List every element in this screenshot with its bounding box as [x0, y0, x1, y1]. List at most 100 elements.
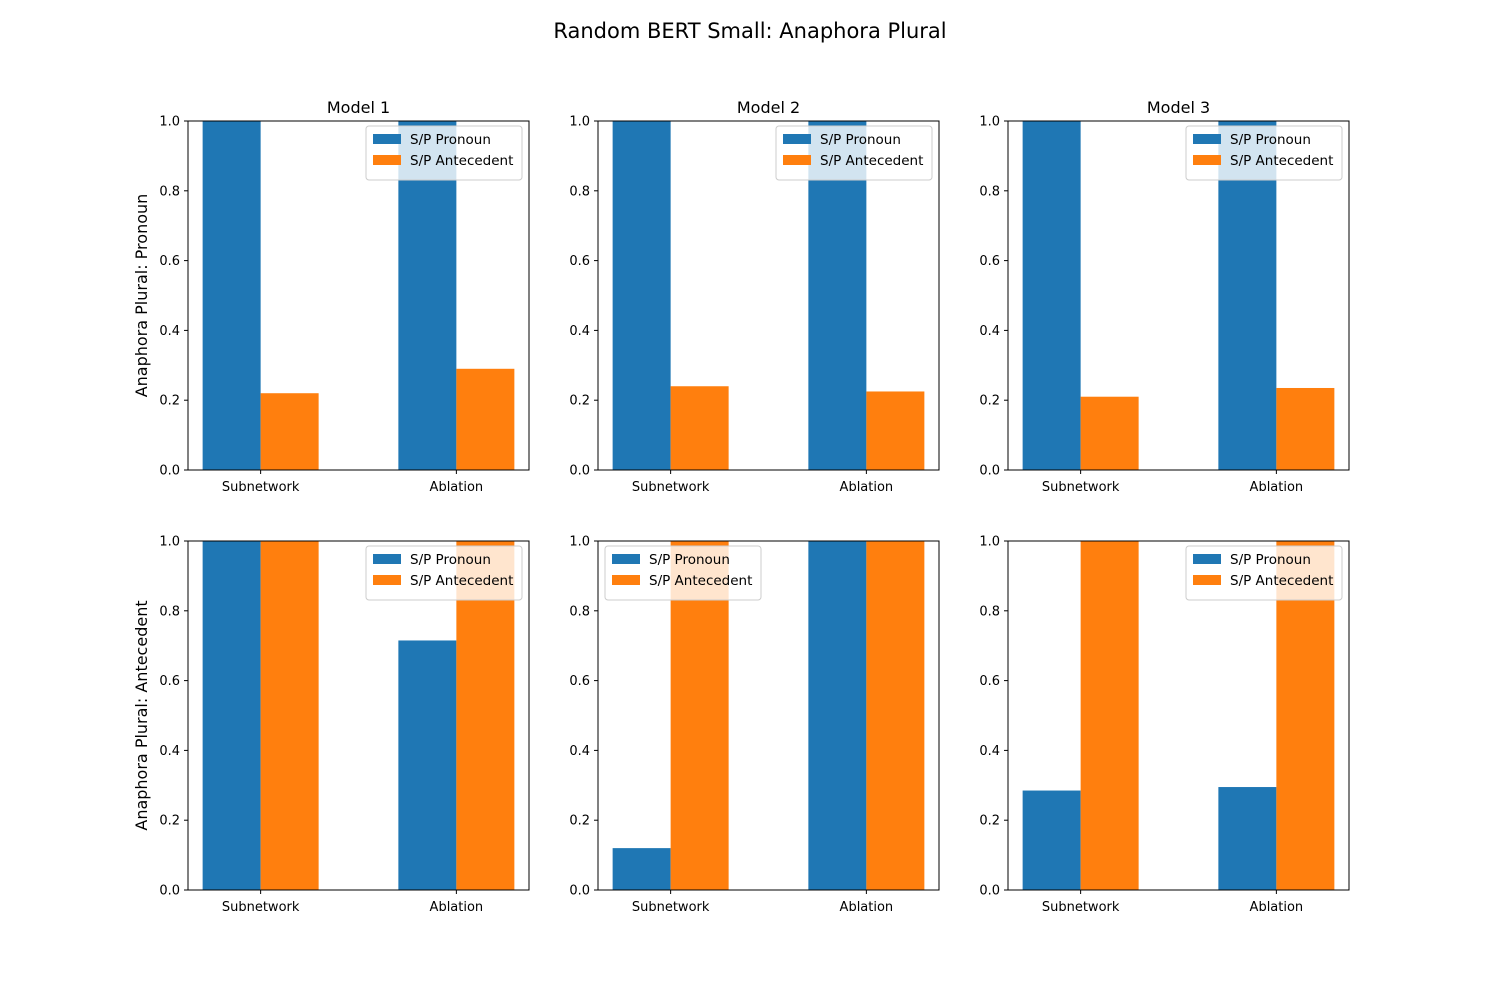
- x-tick-label: Ablation: [430, 480, 484, 495]
- legend-swatch: [373, 155, 401, 165]
- bar-pronoun-subnetwork: [1022, 790, 1081, 890]
- legend-label: S/P Antecedent: [410, 153, 513, 169]
- subplot-title: Model 1: [327, 98, 390, 117]
- legend-swatch: [1193, 554, 1221, 564]
- bar-antecedent-ablation: [866, 541, 925, 890]
- y-tick-label: 0.2: [979, 394, 1000, 409]
- subplot-r2-c1: 0.0 0.2 0.4 0.6 0.8 1.0 Subnetwork Ablation Anap…: [132, 535, 530, 915]
- legend-swatch: [783, 134, 811, 144]
- y-tick-label: 0.6: [569, 674, 590, 689]
- legend-box: [365, 125, 523, 181]
- y-tick-label: 0.6: [979, 254, 1000, 269]
- y-tick-label: 0.8: [569, 184, 590, 199]
- legend: S/P Pronoun S/P Antecedent: [1185, 545, 1343, 601]
- legend: S/P Pronoun S/P Antecedent: [604, 545, 762, 601]
- subplot-title: Model 2: [737, 98, 800, 117]
- y-tick-label: 0.0: [569, 884, 590, 899]
- x-tick-label: Ablation: [840, 900, 894, 915]
- subplot-r2-c2: 0.0 0.2 0.4 0.6 0.8 1.0 Subnetwork Ablation S/P …: [569, 535, 940, 915]
- y-axis-label: Anaphora Plural: Antecedent: [132, 600, 151, 830]
- y-tick-label: 0.4: [979, 744, 1000, 759]
- legend-label: S/P Antecedent: [410, 573, 513, 589]
- x-tick-label: Ablation: [430, 900, 484, 915]
- y-tick-label: 1.0: [569, 535, 590, 550]
- x-tick-label: Ablation: [840, 480, 894, 495]
- bar-pronoun-subnetwork: [202, 541, 261, 890]
- axes-frame: [597, 540, 940, 891]
- x-tick-label: Subnetwork: [222, 480, 300, 495]
- bar-pronoun-subnetwork: [1022, 121, 1081, 470]
- y-tick-label: 1.0: [569, 115, 590, 130]
- legend-swatch: [783, 155, 811, 165]
- legend-label: S/P Antecedent: [1230, 153, 1333, 169]
- bar-antecedent-subnetwork: [260, 541, 319, 890]
- legend: S/P Pronoun S/P Antecedent: [365, 545, 523, 601]
- y-tick-label: 0.8: [979, 184, 1000, 199]
- legend-swatch: [1193, 134, 1221, 144]
- y-tick-label: 0.0: [979, 464, 1000, 479]
- x-tick-label: Subnetwork: [222, 900, 300, 915]
- bar-pronoun-subnetwork: [612, 121, 671, 470]
- y-tick-label: 0.4: [979, 324, 1000, 339]
- legend-label: S/P Pronoun: [410, 552, 491, 568]
- legend-box: [365, 545, 523, 601]
- y-tick-label: 0.4: [569, 324, 590, 339]
- x-tick-label: Subnetwork: [1042, 480, 1120, 495]
- legend-box: [604, 545, 762, 601]
- y-tick-label: 0.2: [159, 394, 180, 409]
- y-tick-label: 0.2: [159, 814, 180, 829]
- y-tick-label: 0.8: [569, 604, 590, 619]
- subplot-r1-c2: 0.0 0.2 0.4 0.6 0.8 1.0 Subnetwork Ablation Mode…: [569, 98, 940, 495]
- x-tick-label: Ablation: [1250, 900, 1304, 915]
- legend-box: [1185, 545, 1343, 601]
- legend-box: [775, 125, 933, 181]
- axes-frame: [597, 120, 940, 471]
- y-tick-label: 0.0: [979, 884, 1000, 899]
- legend: S/P Pronoun S/P Antecedent: [1185, 125, 1343, 181]
- legend-label: S/P Antecedent: [1230, 573, 1333, 589]
- y-tick-label: 0.4: [159, 324, 180, 339]
- x-tick-label: Subnetwork: [632, 900, 710, 915]
- legend-swatch: [373, 134, 401, 144]
- y-tick-label: 1.0: [159, 535, 180, 550]
- bar-antecedent-subnetwork: [260, 393, 319, 470]
- legend-label: S/P Pronoun: [410, 132, 491, 148]
- x-tick-label: Subnetwork: [1042, 900, 1120, 915]
- y-tick-label: 0.6: [159, 674, 180, 689]
- x-tick-label: Ablation: [1250, 480, 1304, 495]
- y-axis-label: Anaphora Plural: Pronoun: [132, 194, 151, 398]
- y-tick-label: 0.6: [159, 254, 180, 269]
- subplot-r2-c3: 0.0 0.2 0.4 0.6 0.8 1.0 Subnetwork Ablation S/P …: [979, 535, 1350, 915]
- legend: S/P Pronoun S/P Antecedent: [775, 125, 933, 181]
- legend-swatch: [373, 575, 401, 585]
- bar-antecedent-ablation: [1276, 387, 1335, 470]
- y-tick-label: 0.2: [979, 814, 1000, 829]
- axes-frame: [1007, 120, 1350, 471]
- y-tick-label: 1.0: [159, 115, 180, 130]
- legend-swatch: [612, 575, 640, 585]
- axes-frame: [187, 120, 530, 471]
- legend-box: [1185, 125, 1343, 181]
- y-tick-label: 0.6: [979, 674, 1000, 689]
- bar-pronoun-subnetwork: [612, 848, 671, 890]
- y-tick-label: 0.4: [159, 744, 180, 759]
- legend-swatch: [1193, 155, 1221, 165]
- x-tick-label: Subnetwork: [632, 480, 710, 495]
- subplot-r1-c1: 0.0 0.2 0.4 0.6 0.8 1.0 Subnetwork Ablation Mode…: [132, 98, 530, 495]
- bar-pronoun-ablation: [808, 541, 867, 890]
- legend-label: S/P Pronoun: [649, 552, 730, 568]
- legend-label: S/P Antecedent: [649, 573, 752, 589]
- bar-antecedent-ablation: [456, 368, 515, 470]
- figure-title: Random BERT Small: Anaphora Plural: [553, 19, 946, 43]
- bar-pronoun-ablation: [398, 640, 457, 890]
- bar-antecedent-subnetwork: [1080, 396, 1139, 470]
- legend: S/P Pronoun S/P Antecedent: [365, 125, 523, 181]
- legend-swatch: [612, 554, 640, 564]
- y-tick-label: 0.0: [569, 464, 590, 479]
- y-tick-label: 0.8: [159, 184, 180, 199]
- y-tick-label: 0.8: [159, 604, 180, 619]
- y-tick-label: 0.0: [159, 884, 180, 899]
- y-tick-label: 1.0: [979, 115, 1000, 130]
- axes-frame: [1007, 540, 1350, 891]
